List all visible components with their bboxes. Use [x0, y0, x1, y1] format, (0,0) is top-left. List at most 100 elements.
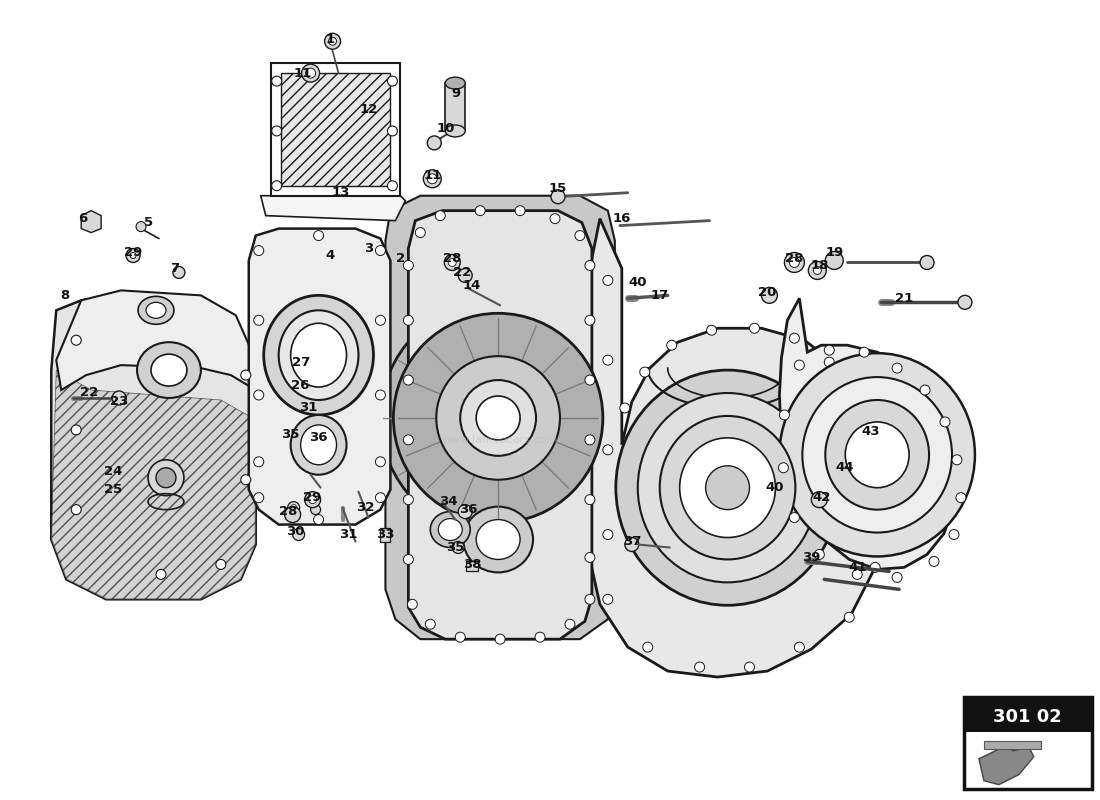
Circle shape — [310, 505, 320, 514]
Ellipse shape — [446, 77, 465, 89]
Circle shape — [314, 514, 323, 525]
Circle shape — [375, 390, 385, 400]
Text: 30: 30 — [286, 525, 305, 538]
Circle shape — [603, 530, 613, 539]
Polygon shape — [381, 527, 390, 542]
Circle shape — [254, 315, 264, 326]
Text: 36: 36 — [459, 503, 477, 516]
Circle shape — [825, 251, 844, 270]
Text: 13: 13 — [331, 186, 350, 199]
Polygon shape — [81, 210, 101, 233]
FancyBboxPatch shape — [964, 697, 1091, 789]
Circle shape — [427, 136, 441, 150]
Circle shape — [585, 594, 595, 604]
Circle shape — [790, 334, 800, 343]
Ellipse shape — [438, 518, 462, 541]
Circle shape — [790, 513, 800, 522]
Circle shape — [745, 662, 755, 672]
FancyBboxPatch shape — [964, 697, 1091, 732]
Circle shape — [852, 570, 862, 579]
Circle shape — [930, 557, 939, 566]
Ellipse shape — [680, 438, 775, 538]
Circle shape — [427, 174, 438, 184]
Text: 40: 40 — [766, 481, 783, 494]
Circle shape — [585, 435, 595, 445]
Polygon shape — [52, 295, 255, 599]
Circle shape — [859, 347, 869, 357]
Circle shape — [130, 253, 136, 258]
Circle shape — [459, 505, 472, 518]
Circle shape — [72, 335, 81, 345]
Circle shape — [301, 64, 320, 82]
Ellipse shape — [638, 393, 817, 582]
Ellipse shape — [845, 422, 909, 488]
Text: 31: 31 — [299, 402, 318, 414]
Text: 34: 34 — [439, 495, 458, 508]
Circle shape — [72, 505, 81, 514]
Circle shape — [436, 210, 446, 221]
Ellipse shape — [780, 353, 975, 557]
Polygon shape — [408, 210, 592, 639]
Polygon shape — [446, 83, 465, 131]
Circle shape — [808, 262, 826, 279]
Polygon shape — [780, 298, 957, 570]
Circle shape — [667, 340, 676, 350]
Text: 11: 11 — [294, 66, 311, 80]
Text: 6: 6 — [78, 212, 88, 225]
Circle shape — [324, 34, 341, 50]
Ellipse shape — [460, 380, 536, 456]
Text: 4: 4 — [326, 249, 336, 262]
Circle shape — [387, 76, 397, 86]
Circle shape — [824, 345, 834, 355]
Circle shape — [790, 258, 800, 267]
Polygon shape — [52, 370, 255, 599]
Circle shape — [387, 181, 397, 190]
Circle shape — [126, 249, 140, 262]
Ellipse shape — [264, 295, 373, 415]
Polygon shape — [590, 218, 887, 677]
Circle shape — [920, 385, 929, 395]
Text: 44: 44 — [835, 462, 854, 474]
Circle shape — [455, 632, 465, 642]
Circle shape — [784, 253, 804, 273]
Ellipse shape — [381, 300, 616, 535]
Circle shape — [407, 599, 417, 610]
Text: 21: 21 — [895, 292, 913, 305]
Text: 42: 42 — [812, 491, 830, 504]
Circle shape — [72, 425, 81, 435]
Text: 16: 16 — [613, 212, 631, 225]
Circle shape — [254, 457, 264, 466]
Text: 26: 26 — [292, 378, 310, 391]
Circle shape — [404, 261, 414, 270]
Circle shape — [619, 403, 630, 413]
Text: 22: 22 — [80, 386, 98, 398]
Circle shape — [603, 445, 613, 455]
Text: 17: 17 — [650, 289, 669, 302]
Circle shape — [241, 474, 251, 485]
Polygon shape — [280, 73, 390, 186]
Text: 40: 40 — [628, 276, 647, 289]
Circle shape — [956, 493, 966, 502]
Text: 11: 11 — [424, 170, 441, 182]
Ellipse shape — [616, 370, 839, 606]
Circle shape — [585, 315, 595, 326]
Ellipse shape — [437, 356, 560, 480]
Text: 35: 35 — [282, 428, 300, 442]
Text: 3: 3 — [364, 242, 373, 255]
Circle shape — [475, 206, 485, 216]
Text: 33: 33 — [376, 528, 395, 541]
Circle shape — [892, 363, 902, 373]
Circle shape — [642, 642, 652, 652]
Text: 14: 14 — [463, 279, 482, 292]
Circle shape — [779, 462, 789, 473]
Text: 28: 28 — [785, 252, 804, 265]
Circle shape — [603, 275, 613, 286]
Circle shape — [156, 570, 166, 579]
Text: 35: 35 — [447, 541, 464, 554]
Circle shape — [173, 266, 185, 278]
Text: 39: 39 — [802, 551, 821, 564]
Circle shape — [305, 492, 320, 508]
Text: 31: 31 — [339, 528, 358, 541]
Circle shape — [949, 530, 959, 539]
Text: 23: 23 — [110, 395, 129, 409]
